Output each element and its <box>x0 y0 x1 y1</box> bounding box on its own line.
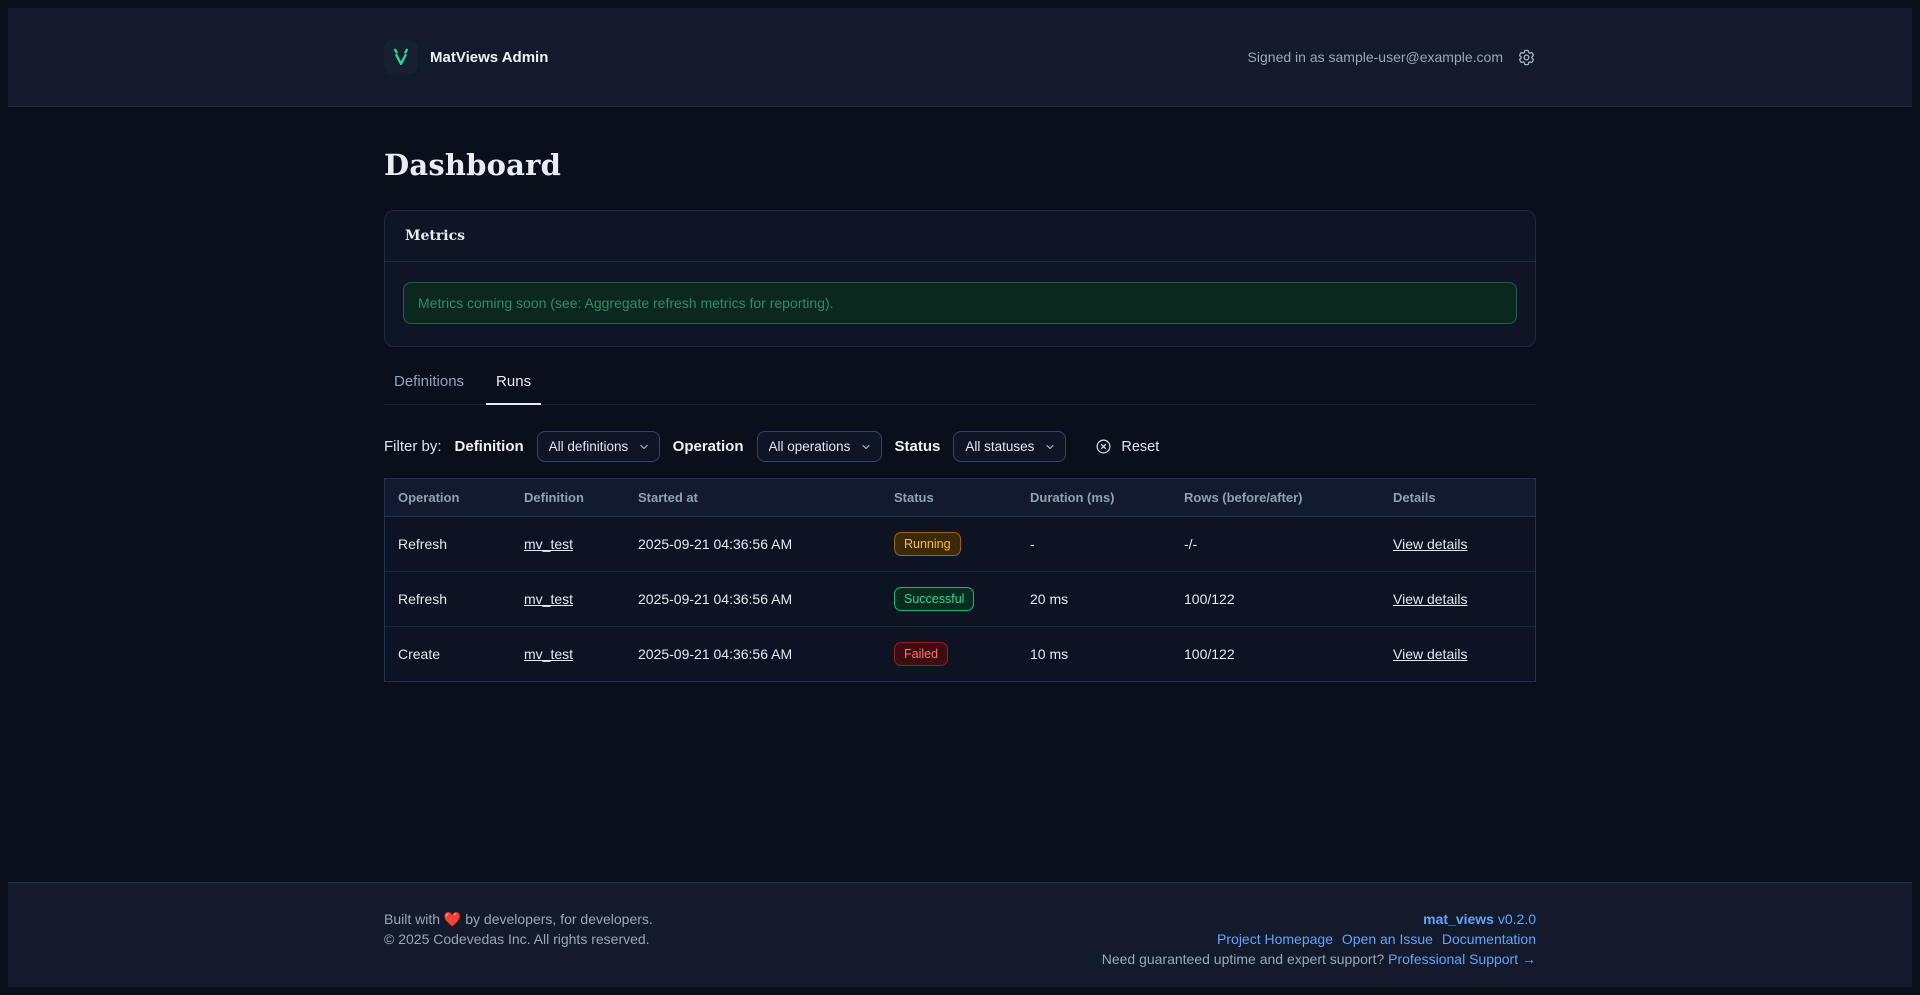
status-cell: Successful <box>881 571 1017 627</box>
documentation-link[interactable]: Documentation <box>1441 931 1536 947</box>
page-title: Dashboard <box>384 148 562 182</box>
settings-button[interactable] <box>1517 48 1536 67</box>
tab-definitions[interactable]: Definitions <box>384 369 474 405</box>
operation-cell: Create <box>398 646 441 662</box>
started-at-cell: 2025-09-21 04:36:56 AM <box>625 571 881 627</box>
rows-cell: 100/122 <box>1171 571 1380 627</box>
filter-by-label: Filter by: <box>384 438 442 455</box>
status-filter-select[interactable]: All statuses <box>953 431 1067 462</box>
definition-link[interactable]: mv_test <box>524 536 574 552</box>
duration-cell: 20 ms <box>1017 571 1171 627</box>
details-cell: View details <box>1380 516 1535 572</box>
started-at-cell: 2025-09-21 04:36:56 AM <box>638 646 793 662</box>
status-badge: Running <box>894 532 961 556</box>
definition-link[interactable]: mv_test <box>524 591 574 607</box>
definition-cell: mv_test <box>511 627 625 682</box>
duration-cell: 10 ms <box>1030 646 1069 662</box>
tabs: Definitions Runs <box>384 369 1536 405</box>
definition-cell: mv_test <box>511 571 625 627</box>
brand[interactable]: MatViews Admin <box>384 40 548 74</box>
tab-runs[interactable]: Runs <box>486 369 542 405</box>
version-text: v0.2.0 <box>1497 911 1536 927</box>
app-title: MatViews Admin <box>430 48 549 66</box>
column-header: Started at <box>625 479 881 517</box>
metrics-card: Metrics Metrics coming soon (see: Aggreg… <box>384 210 1536 347</box>
column-header: Status <box>881 479 1017 517</box>
table-header-row: Operation Definition Started at Status Durat… <box>385 479 1535 517</box>
duration-cell: - <box>1017 516 1171 572</box>
metrics-title: Metrics <box>405 228 465 244</box>
version-line: mat_views v0.2.0 <box>1102 909 1536 929</box>
built-with-line: Built with ❤️ by developers, for develop… <box>384 911 653 927</box>
reset-label: Reset <box>1121 438 1160 455</box>
operation-filter-select[interactable]: All operations <box>756 431 882 462</box>
view-details-link[interactable]: View details <box>1393 536 1468 552</box>
started-at-cell: 2025-09-21 04:36:56 AM <box>625 516 881 572</box>
professional-support-link[interactable]: Professional Support → <box>1388 951 1536 967</box>
column-header: Operation <box>385 479 511 517</box>
column-header: Rows (before/after) <box>1171 479 1380 517</box>
view-details-link[interactable]: View details <box>1393 591 1468 607</box>
app-footer: Built with ❤️ by developers, for develop… <box>8 882 1912 987</box>
column-header: Details <box>1380 479 1535 517</box>
details-cell: View details <box>1380 627 1535 682</box>
status-cell: Running <box>881 516 1017 572</box>
column-header: Definition <box>511 479 625 517</box>
footer-links: Project Homepage Open an Issue Documenta… <box>1102 929 1536 949</box>
support-text: Need guaranteed uptime and expert suppor… <box>1101 951 1385 967</box>
definition-filter-select[interactable]: All definitions <box>536 431 660 462</box>
definition-cell: mv_test <box>511 516 625 572</box>
product-name-link[interactable]: mat_views <box>1423 911 1494 927</box>
metrics-card-body: Metrics coming soon (see: Aggregate refr… <box>385 262 1535 346</box>
filter-bar: Filter by: Definition All definitions Op… <box>384 431 1536 462</box>
circle-x-icon <box>1096 439 1111 454</box>
main-content: Dashboard Metrics Metrics coming soon (s… <box>8 107 1912 882</box>
column-header: Duration (ms) <box>1017 479 1171 517</box>
reset-filters-button[interactable]: Reset <box>1089 437 1165 456</box>
matviews-logo-icon <box>384 40 418 74</box>
definition-filter-label: Definition <box>454 438 524 455</box>
copyright-line: © 2025 Codevedas Inc. All rights reserve… <box>384 931 650 947</box>
status-cell: Failed <box>881 627 1017 682</box>
metrics-coming-soon-notice: Metrics coming soon (see: Aggregate refr… <box>403 282 1517 324</box>
operation-filter-label: Operation <box>672 438 744 455</box>
operation-cell: Refresh <box>385 571 511 627</box>
signed-in-text: Signed in as sample-user@example.com <box>1247 49 1503 65</box>
app-header: MatViews Admin Signed in as sample-user@… <box>8 8 1912 107</box>
runs-table-body: Refresh mv_test 2025-09-21 04:36:56 AM R… <box>385 516 1535 682</box>
table-row: Refresh mv_test 2025-09-21 04:36:56 AM S… <box>385 571 1535 627</box>
open-an-issue-link[interactable]: Open an Issue <box>1341 931 1433 947</box>
table-row: Refresh mv_test 2025-09-21 04:36:56 AM R… <box>385 516 1535 572</box>
rows-cell: 100/122 <box>1184 646 1235 662</box>
rows-cell: -/- <box>1171 516 1380 572</box>
details-cell: View details <box>1380 571 1535 627</box>
status-filter-label: Status <box>894 438 941 455</box>
runs-table: Operation Definition Started at Status Durat… <box>384 478 1536 682</box>
project-homepage-link[interactable]: Project Homepage <box>1217 931 1333 947</box>
status-badge: Successful <box>894 587 975 611</box>
status-badge: Failed <box>894 642 949 666</box>
metrics-card-header: Metrics <box>385 211 1535 262</box>
gear-icon <box>1519 49 1534 65</box>
support-line: Need guaranteed uptime and expert suppor… <box>1102 949 1536 969</box>
definition-link[interactable]: mv_test <box>524 646 574 662</box>
operation-cell: Refresh <box>385 516 511 572</box>
heart-icon: ❤️ <box>443 911 462 927</box>
table-row: Create mv_test 2025-09-21 04:36:56 AM Fa… <box>385 627 1535 682</box>
app-root: MatViews Admin Signed in as sample-user@… <box>8 8 1912 987</box>
view-details-link[interactable]: View details <box>1393 646 1468 662</box>
